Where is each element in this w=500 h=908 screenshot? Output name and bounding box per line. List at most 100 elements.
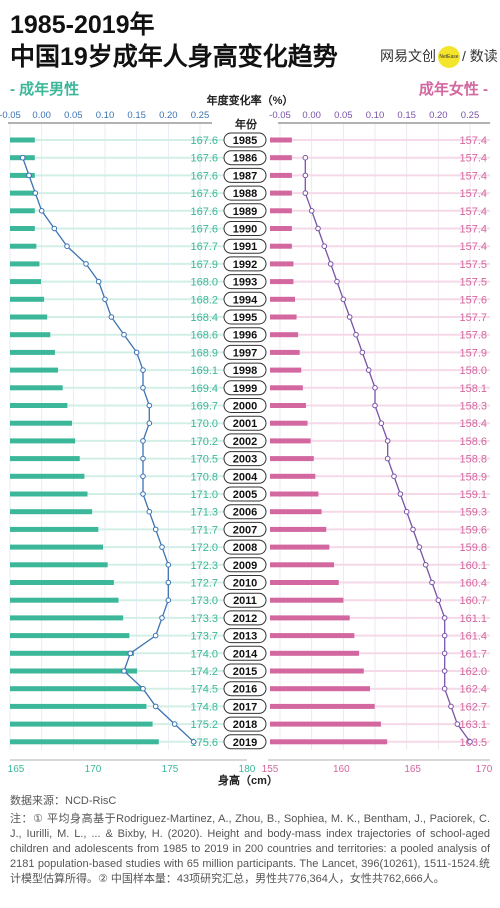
female-height-bar <box>270 172 292 178</box>
year-label: 1989 <box>233 206 257 218</box>
female-rate-point <box>441 615 448 621</box>
female-rate-point <box>416 544 423 550</box>
male-height-label: 175.6 <box>190 737 218 749</box>
male-rate-point <box>38 208 45 214</box>
female-height-bar <box>270 208 292 214</box>
female-height-bar <box>270 686 370 692</box>
male-height-bar <box>10 739 159 745</box>
year-label: 1991 <box>233 241 257 253</box>
female-rate-point <box>340 296 347 303</box>
female-height-label: 160.1 <box>459 560 487 572</box>
male-rate-point <box>32 190 39 196</box>
female-rate-point <box>327 261 334 267</box>
female-height-label: 157.8 <box>459 330 487 342</box>
year-pill <box>223 344 267 360</box>
female-height-label: 162.7 <box>459 701 487 713</box>
footnote: 注：① 平均身高基于Rodriguez-Martinez, A., Zhou, … <box>10 813 490 885</box>
year-pill <box>223 681 267 697</box>
male-rate-tick-label: 0.25 <box>191 110 210 121</box>
male-height-bar <box>10 296 45 302</box>
male-rate-point <box>159 615 165 621</box>
male-height-label: 173.0 <box>190 595 218 607</box>
female-rate-point <box>378 420 385 427</box>
male-rate-point <box>19 154 26 161</box>
male-rate-tick-label: 0.00 <box>32 110 51 121</box>
year-pill <box>223 274 267 290</box>
female-height-tick-label: 165 <box>404 764 421 775</box>
female-height-label: 159.6 <box>459 524 487 536</box>
year-pill <box>223 734 267 750</box>
female-height-label: 158.4 <box>459 418 487 430</box>
brand-badge: NetEase <box>438 46 460 69</box>
male-rate-point <box>165 579 172 586</box>
male-rate-tick-label: 0.15 <box>127 110 146 121</box>
female-height-label: 159.1 <box>459 489 487 501</box>
male-height-bar <box>10 544 103 550</box>
year-label: 1993 <box>233 277 257 289</box>
female-height-label: 157.4 <box>459 241 487 253</box>
male-rate-point <box>83 261 89 267</box>
year-label: 2005 <box>233 489 257 501</box>
legend-female: 成年女性 - <box>418 81 488 98</box>
female-height-label: 161.7 <box>459 648 487 660</box>
year-label: 1999 <box>233 383 257 395</box>
male-height-label: 168.9 <box>190 347 218 359</box>
male-rate-point <box>95 278 102 285</box>
brand-name: 网易文创 <box>380 48 436 64</box>
legend-male: - 成年男性 <box>10 81 80 98</box>
male-height-bar <box>10 668 138 674</box>
male-height-bar <box>10 456 80 462</box>
female-height-label: 158.8 <box>459 454 487 466</box>
female-height-bar <box>270 633 355 639</box>
female-height-label: 158.9 <box>459 471 487 483</box>
female-height-label: 157.4 <box>459 153 487 165</box>
year-pill <box>223 362 267 378</box>
female-rate-point <box>384 438 391 444</box>
male-rate-point <box>140 685 146 692</box>
female-rate-tick-label: 0.15 <box>397 110 416 121</box>
female-height-bar <box>270 544 330 550</box>
female-height-bar <box>270 650 360 656</box>
male-rate-point <box>190 739 197 745</box>
year-pill <box>223 309 267 325</box>
female-height-bar <box>270 703 375 709</box>
male-height-bar <box>10 332 51 338</box>
year-pill <box>223 380 267 396</box>
year-pill <box>223 451 267 467</box>
female-height-bar <box>270 155 292 161</box>
female-rate-line <box>304 157 471 743</box>
year-pill <box>223 610 267 626</box>
female-rate-point <box>391 473 397 480</box>
male-height-label: 170.5 <box>190 454 218 466</box>
female-height-bar <box>270 403 306 408</box>
male-height-bar <box>10 261 40 267</box>
male-height-label: 167.6 <box>190 153 218 165</box>
male-rate-point <box>152 703 159 710</box>
male-height-label: 167.6 <box>190 188 218 200</box>
female-height-bar <box>270 456 314 462</box>
female-height-label: 158.3 <box>459 401 487 413</box>
male-rate-point <box>146 420 153 427</box>
female-height-bar <box>270 491 319 497</box>
year-label: 2016 <box>233 684 257 696</box>
year-label: 1987 <box>233 170 257 182</box>
male-height-bar <box>10 172 35 178</box>
year-label: 2017 <box>233 701 257 713</box>
year-pill <box>223 291 267 307</box>
male-rate-point <box>127 650 134 657</box>
male-rate-point <box>165 597 172 604</box>
male-rate-point <box>140 367 146 373</box>
year-label: 2008 <box>233 542 257 554</box>
female-height-label: 158.1 <box>459 383 487 395</box>
male-rate-point <box>140 438 146 444</box>
year-label: 1985 <box>233 135 257 147</box>
year-label: 1995 <box>233 312 257 324</box>
male-height-bar <box>10 349 55 355</box>
female-height-label: 159.8 <box>459 542 487 554</box>
female-rate-point <box>435 597 442 604</box>
female-height-label: 161.4 <box>459 631 487 643</box>
female-height-label: 157.9 <box>459 347 487 359</box>
male-height-label: 173.7 <box>190 631 218 643</box>
male-rate-point <box>108 314 115 320</box>
female-height-label: 161.1 <box>459 613 487 625</box>
